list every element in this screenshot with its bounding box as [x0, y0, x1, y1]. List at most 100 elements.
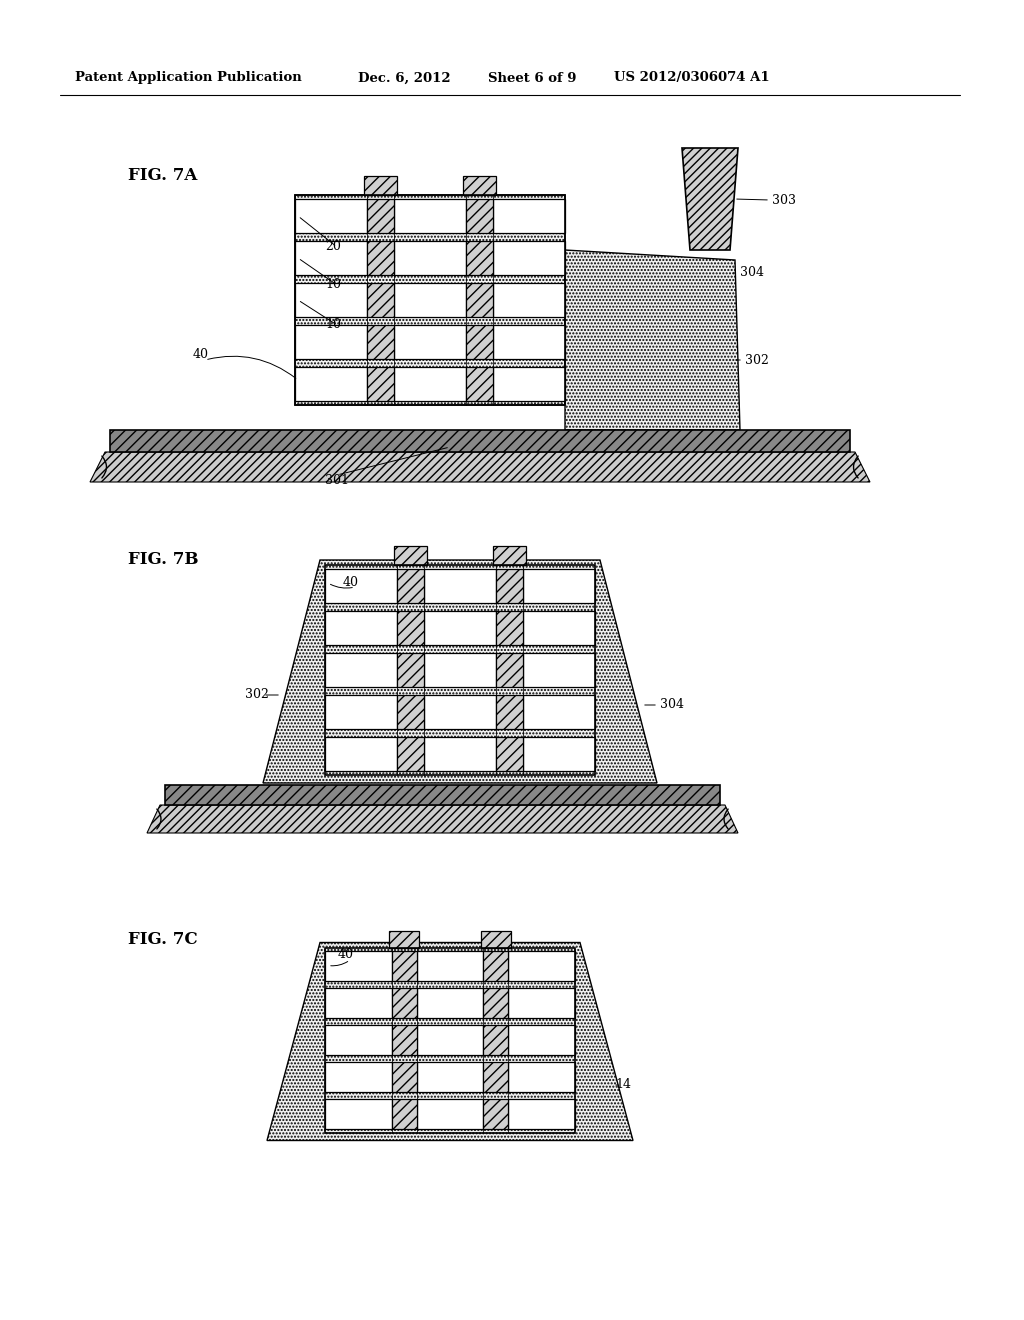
- Bar: [417, 952, 483, 981]
- Text: FIG. 7A: FIG. 7A: [128, 166, 198, 183]
- Text: 40: 40: [338, 949, 354, 961]
- Bar: [523, 569, 595, 603]
- Text: 302: 302: [245, 689, 269, 701]
- Bar: [493, 242, 565, 275]
- Polygon shape: [466, 325, 493, 359]
- Bar: [394, 325, 466, 359]
- Bar: [295, 199, 367, 232]
- Bar: [417, 1063, 483, 1092]
- Text: 303: 303: [772, 194, 796, 206]
- Polygon shape: [391, 952, 417, 981]
- Polygon shape: [325, 565, 595, 775]
- Text: Dec. 6, 2012: Dec. 6, 2012: [358, 71, 451, 84]
- Text: 40: 40: [193, 348, 209, 362]
- Polygon shape: [267, 942, 633, 1140]
- Polygon shape: [391, 989, 417, 1018]
- Bar: [394, 242, 466, 275]
- Polygon shape: [496, 569, 523, 603]
- Bar: [424, 653, 496, 686]
- Polygon shape: [565, 249, 740, 430]
- Polygon shape: [466, 242, 493, 275]
- Bar: [295, 325, 367, 359]
- Bar: [508, 1063, 575, 1092]
- Polygon shape: [367, 199, 394, 232]
- Text: 302: 302: [745, 354, 769, 367]
- Bar: [508, 1100, 575, 1129]
- Bar: [417, 989, 483, 1018]
- Text: FIG. 7C: FIG. 7C: [128, 932, 198, 949]
- Polygon shape: [483, 952, 508, 981]
- Bar: [110, 430, 850, 451]
- Polygon shape: [483, 1026, 508, 1055]
- Polygon shape: [391, 1026, 417, 1055]
- Text: Sheet 6 of 9: Sheet 6 of 9: [488, 71, 577, 84]
- Polygon shape: [682, 148, 738, 249]
- Bar: [494, 546, 525, 565]
- Text: 40: 40: [343, 576, 359, 589]
- Text: 10: 10: [325, 318, 341, 331]
- Polygon shape: [397, 696, 424, 729]
- Polygon shape: [367, 242, 394, 275]
- Text: 10: 10: [325, 279, 341, 292]
- Bar: [424, 569, 496, 603]
- Bar: [325, 1063, 391, 1092]
- Polygon shape: [496, 737, 523, 771]
- Polygon shape: [397, 737, 424, 771]
- Bar: [493, 199, 565, 232]
- Bar: [389, 931, 419, 948]
- Polygon shape: [367, 367, 394, 401]
- Bar: [523, 611, 595, 644]
- Text: US 2012/0306074 A1: US 2012/0306074 A1: [614, 71, 770, 84]
- Polygon shape: [483, 1063, 508, 1092]
- Bar: [165, 785, 720, 805]
- Bar: [493, 325, 565, 359]
- Polygon shape: [496, 696, 523, 729]
- Polygon shape: [263, 560, 657, 783]
- Bar: [325, 952, 391, 981]
- Polygon shape: [367, 325, 394, 359]
- Bar: [417, 1026, 483, 1055]
- Bar: [508, 952, 575, 981]
- Bar: [394, 284, 466, 317]
- Polygon shape: [147, 805, 738, 833]
- Polygon shape: [325, 948, 575, 1133]
- Bar: [295, 367, 367, 401]
- Polygon shape: [466, 284, 493, 317]
- Text: 304: 304: [740, 267, 764, 280]
- Polygon shape: [483, 1100, 508, 1129]
- Bar: [325, 1100, 391, 1129]
- Bar: [523, 653, 595, 686]
- Bar: [394, 367, 466, 401]
- Text: 20: 20: [325, 240, 341, 253]
- Bar: [325, 737, 397, 771]
- Polygon shape: [466, 199, 493, 232]
- Polygon shape: [391, 1063, 417, 1092]
- Bar: [508, 1026, 575, 1055]
- Text: FIG. 7B: FIG. 7B: [128, 552, 199, 569]
- Polygon shape: [466, 367, 493, 401]
- Bar: [424, 696, 496, 729]
- Polygon shape: [397, 611, 424, 644]
- Bar: [463, 176, 496, 195]
- Polygon shape: [367, 284, 394, 317]
- Polygon shape: [295, 195, 565, 405]
- Text: 304: 304: [660, 698, 684, 711]
- Polygon shape: [496, 611, 523, 644]
- Bar: [325, 696, 397, 729]
- Bar: [325, 1026, 391, 1055]
- Polygon shape: [391, 1100, 417, 1129]
- Bar: [523, 737, 595, 771]
- Bar: [394, 199, 466, 232]
- Text: 301: 301: [325, 474, 349, 487]
- Bar: [493, 284, 565, 317]
- Bar: [325, 989, 391, 1018]
- Text: Patent Application Publication: Patent Application Publication: [75, 71, 302, 84]
- Bar: [325, 611, 397, 644]
- Bar: [295, 242, 367, 275]
- Polygon shape: [496, 653, 523, 686]
- Bar: [523, 696, 595, 729]
- Bar: [508, 989, 575, 1018]
- Bar: [394, 546, 427, 565]
- Bar: [417, 1100, 483, 1129]
- Polygon shape: [397, 569, 424, 603]
